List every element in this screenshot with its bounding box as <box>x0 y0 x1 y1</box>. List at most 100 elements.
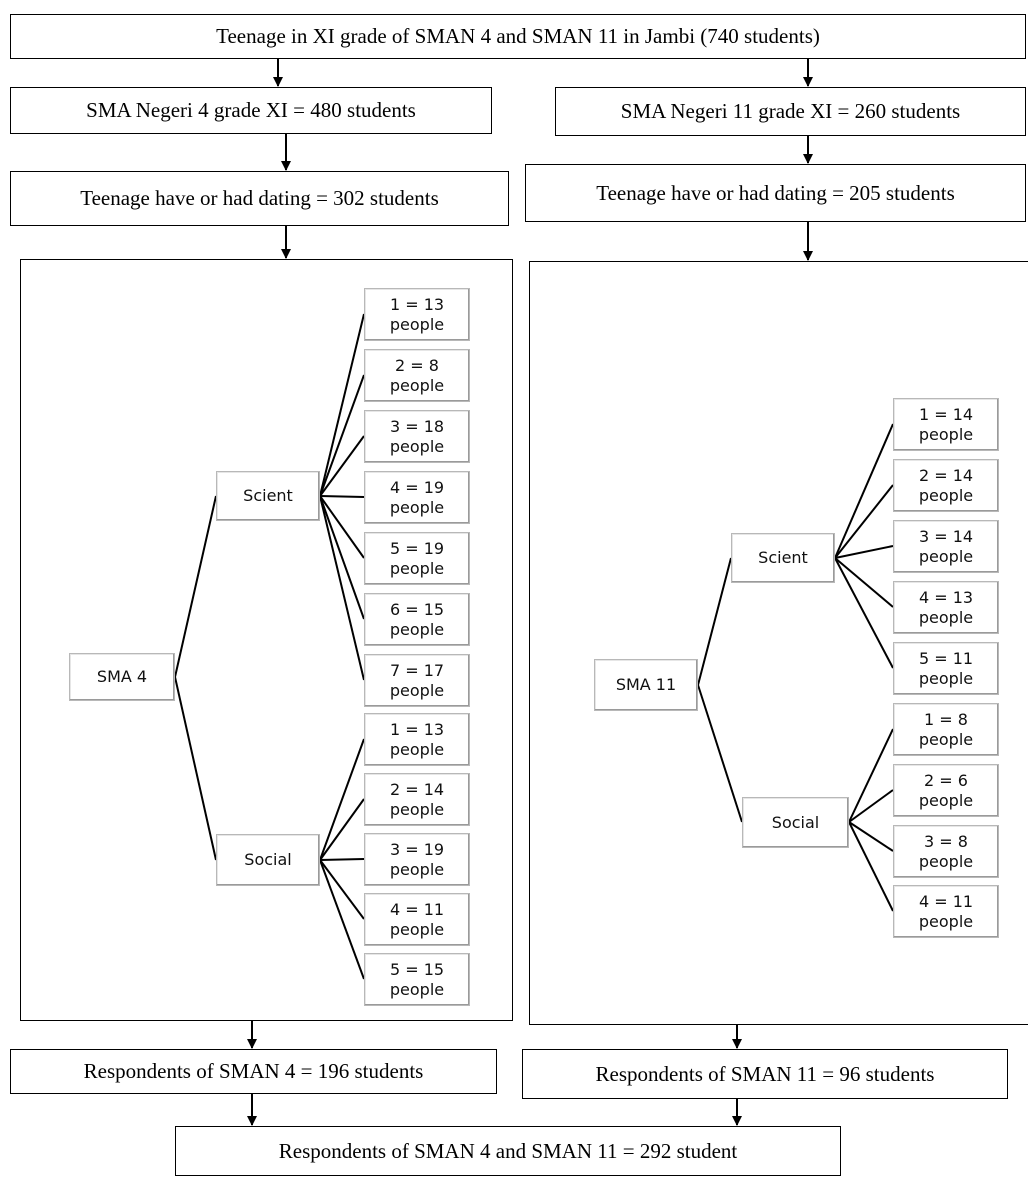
sman4-social-class: 1 = 13 people <box>364 713 470 766</box>
tree-line-sma11-social-class <box>848 728 894 823</box>
class-unit: people <box>918 911 974 931</box>
tree-line-sma11-scient-class <box>834 545 894 559</box>
sman4-scient-class: 2 = 8 people <box>364 349 470 402</box>
class-count: 4 = 11 <box>918 892 974 912</box>
sman4-social-class: 2 = 14 people <box>364 773 470 826</box>
sman11-population-text: SMA Negeri 11 grade XI = 260 students <box>620 99 961 123</box>
tree-line-sma11-scient <box>697 557 732 686</box>
class-count: 5 = 19 <box>389 539 445 559</box>
tree-line-sma4-scient-class <box>319 495 365 559</box>
tree-line-sma4-scient-class <box>319 495 365 620</box>
class-unit: people <box>389 859 445 879</box>
class-unit: people <box>389 497 445 517</box>
sman4-scient-class: 5 = 19 people <box>364 532 470 585</box>
tree-line-sma4-scient-class <box>319 313 365 497</box>
sman11-respondents-text: Respondents of SMAN 11 = 96 students <box>595 1061 935 1086</box>
sman4-scient-class: 7 = 17 people <box>364 654 470 707</box>
tree-line-sma11-scient-class <box>834 557 894 669</box>
class-count: 2 = 14 <box>918 466 974 486</box>
sman4-scient-class: 3 = 18 people <box>364 410 470 463</box>
tree-line-sma4-scient-class <box>319 435 365 497</box>
sman4-root-label: SMA 4 <box>96 667 148 687</box>
tree-line-sma11-social-class <box>848 821 894 912</box>
sman11-scient-class: 3 = 14 people <box>893 520 999 573</box>
tree-line-sma11-scient-class <box>834 557 894 608</box>
class-unit: people <box>389 375 445 395</box>
sman4-social-label: Social <box>244 850 292 870</box>
tree-line-sma4-scient-class <box>319 495 365 681</box>
sman11-social-label: Social <box>771 812 820 832</box>
sman4-sampling-frame <box>20 259 513 1021</box>
tree-line-sma4-scient-class <box>319 495 365 498</box>
sman4-social-node: Social <box>216 834 320 886</box>
tree-line-sma11-social-class <box>848 789 894 823</box>
tree-line-sma4-scient-class <box>319 374 365 497</box>
class-count: 1 = 13 <box>389 720 445 740</box>
class-unit: people <box>389 314 445 334</box>
class-unit: people <box>918 851 974 871</box>
class-count: 6 = 15 <box>389 600 445 620</box>
class-unit: people <box>918 607 974 627</box>
class-unit: people <box>918 546 974 566</box>
class-unit: people <box>918 790 974 810</box>
sman4-social-class: 5 = 15 people <box>364 953 470 1006</box>
sman11-scient-class: 5 = 11 people <box>893 642 999 695</box>
class-unit: people <box>389 619 445 639</box>
tree-line-sma11-scient-class <box>834 423 894 559</box>
class-unit: people <box>918 668 974 688</box>
class-unit: people <box>918 485 974 505</box>
sman11-scient-class: 2 = 14 people <box>893 459 999 512</box>
class-unit: people <box>918 729 974 749</box>
class-count: 3 = 8 <box>924 832 968 852</box>
class-unit: people <box>389 436 445 456</box>
sman11-social-node: Social <box>742 797 849 848</box>
class-count: 3 = 18 <box>389 417 445 437</box>
tree-line-sma4-social <box>174 676 217 861</box>
sman4-respondents-text: Respondents of SMAN 4 = 196 students <box>83 1059 424 1083</box>
class-count: 3 = 14 <box>918 527 974 547</box>
total-respondents-box: Respondents of SMAN 4 and SMAN 11 = 292 … <box>175 1126 841 1176</box>
sman11-scient-label: Scient <box>758 548 808 568</box>
sman11-population-box: SMA Negeri 11 grade XI = 260 students <box>555 87 1026 136</box>
sman11-scient-class: 4 = 13 people <box>893 581 999 634</box>
sman11-root-label: SMA 11 <box>615 675 677 695</box>
tree-line-sma4-social-class <box>319 859 365 920</box>
population-text: Teenage in XI grade of SMAN 4 and SMAN 1… <box>216 24 820 48</box>
sman11-root-node: SMA 11 <box>594 659 698 711</box>
sman11-scient-node: Scient <box>731 533 835 583</box>
tree-line-sma11-scient-class <box>834 484 894 559</box>
class-unit: people <box>389 558 445 578</box>
sman4-scient-class: 6 = 15 people <box>364 593 470 646</box>
tree-line-sma4-social-class <box>319 859 365 980</box>
sman4-dating-box: Teenage have or had dating = 302 student… <box>10 171 509 226</box>
class-unit: people <box>389 680 445 700</box>
class-count: 4 = 19 <box>389 478 445 498</box>
class-count: 3 = 19 <box>389 840 445 860</box>
sman11-social-class: 4 = 11 people <box>893 885 999 938</box>
sman4-dating-text: Teenage have or had dating = 302 student… <box>80 186 439 210</box>
tree-line-sma4-social-class <box>319 738 365 861</box>
class-unit: people <box>918 424 974 444</box>
total-respondents-text: Respondents of SMAN 4 and SMAN 11 = 292 … <box>278 1138 738 1163</box>
class-count: 7 = 17 <box>389 661 445 681</box>
class-count: 2 = 14 <box>389 780 445 800</box>
sman4-scient-label: Scient <box>243 486 293 506</box>
sman4-scient-class: 1 = 13 people <box>364 288 470 341</box>
sman11-social-class: 2 = 6 people <box>893 764 999 817</box>
class-count: 1 = 13 <box>389 295 445 315</box>
tree-line-sma11-social-class <box>848 821 894 852</box>
class-unit: people <box>389 799 445 819</box>
sman4-root-node: SMA 4 <box>69 653 175 701</box>
tree-line-sma11-social <box>697 684 743 823</box>
class-unit: people <box>389 739 445 759</box>
sman4-social-class: 3 = 19 people <box>364 833 470 886</box>
class-count: 2 = 8 <box>395 356 439 376</box>
tree-line-sma4-scient <box>174 495 217 678</box>
population-box: Teenage in XI grade of SMAN 4 and SMAN 1… <box>10 14 1026 59</box>
sman4-scient-node: Scient <box>216 471 320 521</box>
sman4-scient-class: 4 = 19 people <box>364 471 470 524</box>
sman11-sampling-frame <box>529 261 1028 1025</box>
class-count: 1 = 14 <box>918 405 974 425</box>
sman4-social-class: 4 = 11 people <box>364 893 470 946</box>
